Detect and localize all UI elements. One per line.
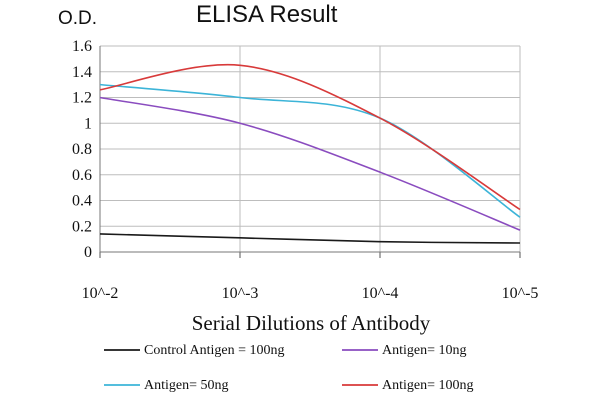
y-tick-label: 1 [84,115,92,132]
x-tick-label: 10^-4 [362,285,399,302]
y-tick-label: 1.4 [72,64,92,81]
y-tick-label: 0.4 [72,193,92,210]
series-lines [99,63,521,244]
y-tick-label: 0.8 [72,141,92,158]
y-tick-label: 0.6 [72,167,92,184]
x-tick-label: 10^-2 [82,285,119,302]
y-tick-label: 1.6 [72,38,92,55]
x-tick-labels: 10^-2 10^-3 10^-4 10^-5 [82,285,539,302]
y-tick-label: 0.2 [72,218,92,235]
series-line-0 [99,233,521,244]
y-axis-label: O.D. [58,8,97,29]
y-tick-label: 0 [84,244,92,261]
x-tick-label: 10^-3 [222,285,259,302]
axes [99,46,521,258]
chart-title: ELISA Result [196,1,338,28]
series-line-3 [99,63,521,211]
series-line-1 [99,96,521,231]
y-tick-label: 1.2 [72,90,92,107]
legend-label-0: Control Antigen = 100ng [144,343,285,358]
legend-label-3: Antigen= 100ng [382,378,474,393]
legend: Control Antigen = 100ng Antigen= 10ng Anti… [104,343,474,393]
y-tick-labels: 0 0.2 0.4 0.6 0.8 1 1.2 1.4 1.6 [72,38,92,261]
series-line-2 [99,83,521,218]
legend-label-1: Antigen= 10ng [382,343,467,358]
grid-lines [99,45,521,253]
x-tick-label: 10^-5 [502,285,539,302]
x-axis-label: Serial Dilutions of Antibody [192,311,431,335]
legend-label-2: Antigen= 50ng [144,378,229,393]
